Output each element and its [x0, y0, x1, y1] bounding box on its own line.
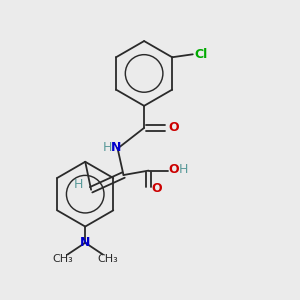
Text: N: N: [80, 236, 90, 249]
Text: CH₃: CH₃: [97, 254, 118, 264]
Text: O: O: [151, 182, 161, 195]
Text: Cl: Cl: [194, 48, 208, 61]
Text: H: H: [103, 141, 112, 154]
Text: O: O: [169, 122, 179, 134]
Text: O: O: [168, 163, 179, 176]
Text: H: H: [179, 163, 188, 176]
Text: H: H: [74, 178, 83, 191]
Text: CH₃: CH₃: [53, 254, 74, 264]
Text: N: N: [111, 141, 121, 154]
